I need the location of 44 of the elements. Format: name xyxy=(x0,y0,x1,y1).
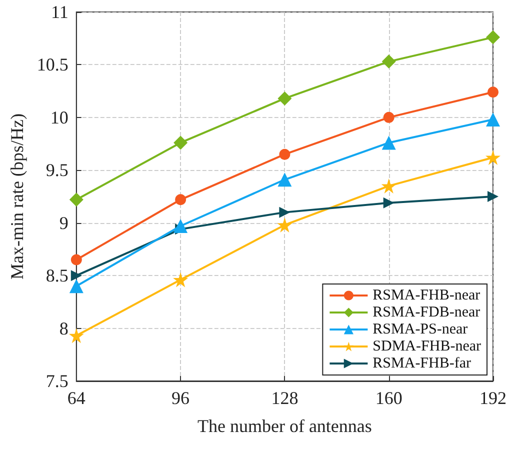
y-axis-title: Max-min rate (bps/Hz) xyxy=(7,114,27,280)
point xyxy=(174,136,188,150)
point xyxy=(486,150,500,165)
y-tick-label: 7.5 xyxy=(46,371,68,391)
y-tick-label: 9.5 xyxy=(46,160,68,180)
point xyxy=(69,192,84,207)
y-tick-label: 8 xyxy=(59,318,68,338)
x-tick-label: 96 xyxy=(172,388,190,408)
point xyxy=(488,191,498,202)
x-tick-label: 64 xyxy=(67,388,86,408)
point xyxy=(278,91,292,106)
point xyxy=(175,194,186,206)
point xyxy=(382,54,396,69)
point xyxy=(174,219,188,234)
y-tick-label: 9 xyxy=(59,212,68,233)
x-tick-label: 128 xyxy=(271,388,298,408)
point xyxy=(173,272,188,288)
legend-label: RSMA-FHB-near xyxy=(372,288,480,304)
point xyxy=(382,136,396,150)
legend-label: RSMA-FDB-near xyxy=(372,304,480,320)
point xyxy=(488,86,498,98)
point xyxy=(486,30,500,44)
point xyxy=(70,254,82,266)
y-tick-label: 11 xyxy=(51,2,68,22)
legend-label: RSMA-PS-near xyxy=(372,322,468,338)
point xyxy=(68,328,84,344)
point xyxy=(381,178,396,194)
y-tick-label: 10 xyxy=(50,107,68,128)
x-tick-label: 160 xyxy=(375,388,402,408)
point xyxy=(383,112,394,123)
point xyxy=(486,112,500,127)
point xyxy=(278,172,292,187)
point xyxy=(277,217,292,232)
legend-label: RSMA-FHB-far xyxy=(372,356,472,372)
legend-label: SDMA-FHB-near xyxy=(372,338,482,354)
point xyxy=(69,279,84,294)
x-tick-label: 192 xyxy=(480,388,506,408)
y-tick-label: 8.5 xyxy=(46,266,68,286)
x-axis-title: The number of antennas xyxy=(197,416,372,436)
point xyxy=(279,206,290,218)
point xyxy=(383,197,394,208)
point xyxy=(279,148,290,160)
y-tick-label: 10.5 xyxy=(36,54,68,75)
point xyxy=(70,270,82,282)
